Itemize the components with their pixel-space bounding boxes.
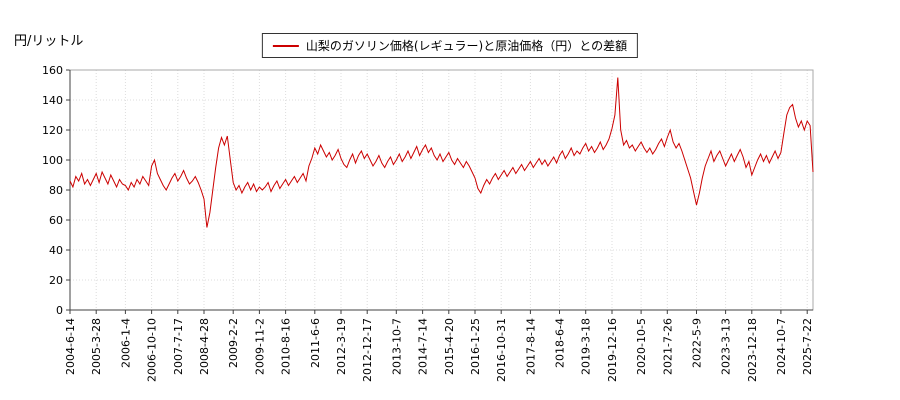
svg-text:2022-5-9: 2022-5-9 [691, 318, 704, 368]
svg-text:2019-12-16: 2019-12-16 [606, 318, 619, 382]
svg-text:20: 20 [49, 274, 63, 287]
svg-text:2023-12-18: 2023-12-18 [746, 318, 759, 382]
svg-text:2018-6-4: 2018-6-4 [554, 318, 567, 368]
svg-text:2020-10-5: 2020-10-5 [635, 318, 648, 375]
svg-text:2015-4-20: 2015-4-20 [443, 318, 456, 375]
legend-label: 山梨のガソリン価格(レギュラー)と原油価格（円）との差額 [305, 39, 628, 53]
svg-text:2024-10-7: 2024-10-7 [775, 318, 788, 375]
svg-text:2017-8-14: 2017-8-14 [524, 318, 537, 375]
svg-text:2021-7-26: 2021-7-26 [661, 318, 674, 375]
svg-text:2025-7-22: 2025-7-22 [801, 318, 814, 375]
svg-text:40: 40 [49, 244, 63, 257]
svg-text:2009-11-2: 2009-11-2 [253, 318, 266, 375]
svg-text:100: 100 [42, 154, 63, 167]
svg-text:140: 140 [42, 94, 63, 107]
svg-text:2023-3-13: 2023-3-13 [720, 318, 733, 375]
y-axis-unit-label: 円/リットル [14, 34, 84, 49]
svg-text:2012-12-17: 2012-12-17 [361, 318, 374, 382]
svg-text:2013-10-7: 2013-10-7 [390, 318, 403, 375]
svg-text:2006-10-10: 2006-10-10 [146, 318, 159, 382]
svg-text:2012-3-19: 2012-3-19 [335, 318, 348, 375]
svg-text:2008-4-28: 2008-4-28 [198, 318, 211, 375]
svg-text:0: 0 [56, 304, 63, 317]
svg-text:2016-1-25: 2016-1-25 [469, 318, 482, 375]
svg-text:2007-7-17: 2007-7-17 [172, 318, 185, 375]
svg-text:2014-7-14: 2014-7-14 [417, 318, 430, 375]
legend: 山梨のガソリン価格(レギュラー)と原油価格（円）との差額 [261, 33, 639, 58]
svg-text:160: 160 [42, 64, 63, 77]
svg-text:2006-1-4: 2006-1-4 [119, 318, 132, 368]
svg-text:2019-3-18: 2019-3-18 [580, 318, 593, 375]
svg-text:2016-10-31: 2016-10-31 [495, 318, 508, 382]
svg-text:2011-6-6: 2011-6-6 [309, 318, 322, 368]
svg-text:2005-3-28: 2005-3-28 [90, 318, 103, 375]
svg-text:2010-8-16: 2010-8-16 [280, 318, 293, 375]
legend-line-sample-icon [272, 44, 299, 47]
svg-text:120: 120 [42, 124, 63, 137]
svg-text:2004-6-14: 2004-6-14 [64, 318, 77, 375]
svg-text:80: 80 [49, 184, 63, 197]
svg-text:60: 60 [49, 214, 63, 227]
svg-text:2009-2-2: 2009-2-2 [227, 318, 240, 368]
